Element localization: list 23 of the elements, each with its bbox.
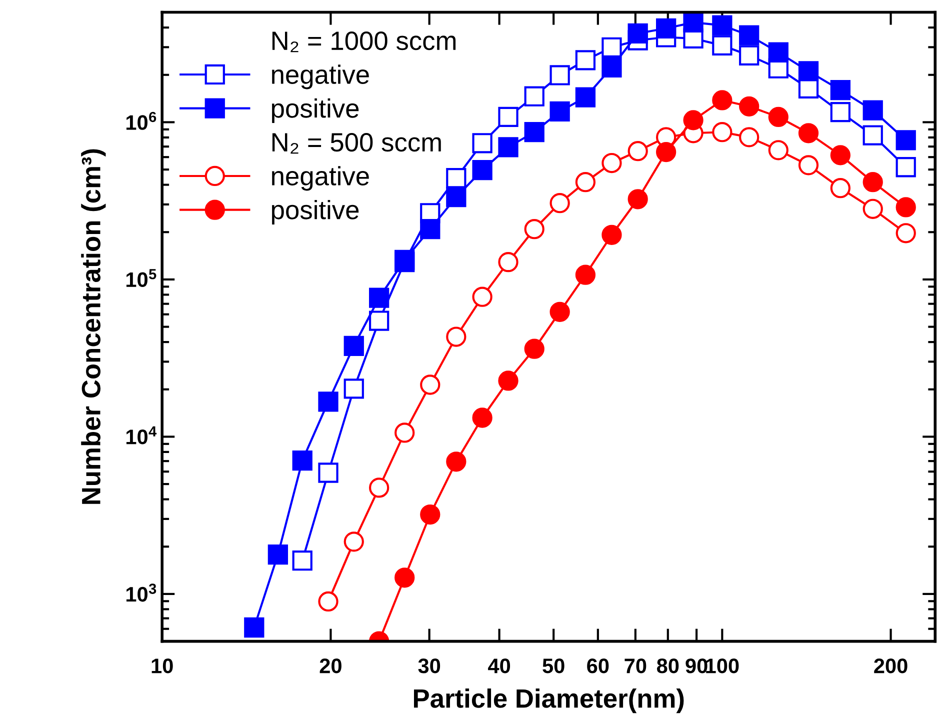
legend-label: negative (272, 166, 369, 191)
x-tick-label: 200 (874, 658, 908, 674)
x-tick-label: 80 (656, 658, 679, 674)
x-tick-label: 20 (320, 658, 342, 674)
y-tick-label: 10$^{6}$ (126, 112, 156, 130)
x-tick-label: 50 (542, 658, 564, 674)
legend-label: positive (272, 200, 359, 225)
x-tick-label: 10 (152, 658, 173, 674)
y-tick-label: 10$^{5}$ (126, 269, 156, 288)
x-axis-title: Particle Diameter(nm) (414, 688, 684, 714)
x-tick-label: 60 (587, 658, 609, 674)
y-axis-title: Number Concentration (cm³) (81, 149, 106, 504)
x-tick-label: 40 (488, 658, 510, 674)
y-tick-label: 10$^{4}$ (126, 426, 157, 444)
x-tick-label: 30 (418, 658, 440, 674)
annotation: N₂ = 500 sccm (272, 132, 441, 154)
y-tick-label: 10$^{3}$ (126, 584, 156, 602)
x-tick-label: 70 (624, 658, 646, 674)
annotation: N₂ = 1000 sccm (272, 31, 456, 52)
x-tick-label: 90 (686, 658, 708, 674)
x-tick-label: 100 (706, 658, 739, 674)
legend-label: negative (272, 64, 369, 90)
legend-label: positive (272, 98, 359, 124)
